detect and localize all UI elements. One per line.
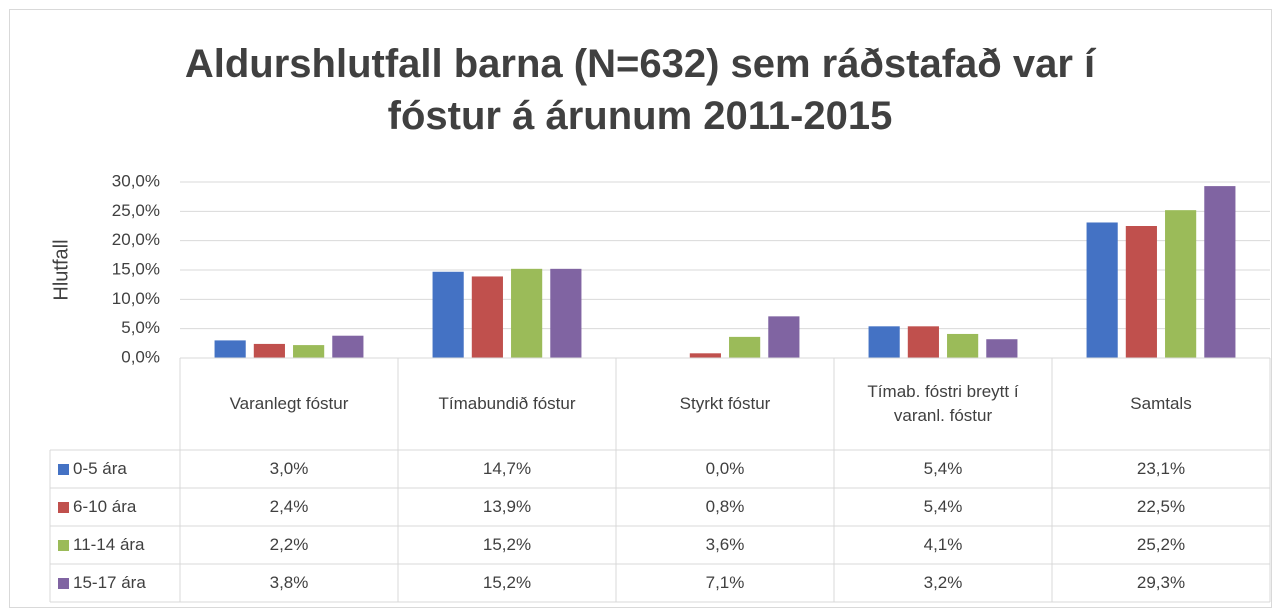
table-value: 15,2%: [482, 535, 532, 554]
table-value: 0,0%: [705, 459, 745, 478]
legend-label: 11-14 ára: [73, 535, 145, 554]
y-tick-label: 5,0%: [121, 318, 160, 337]
legend-label: 6-10 ára: [73, 497, 137, 516]
bar: [214, 340, 246, 358]
legend-entry: 6-10 ára: [50, 488, 180, 526]
bar: [293, 345, 325, 358]
table-value: 25,2%: [1136, 535, 1186, 554]
y-axis-label: Hlutfall: [50, 239, 72, 300]
table-value: 29,3%: [1136, 573, 1186, 592]
bar: [253, 343, 285, 358]
category-label: Varanlegt fóstur: [229, 394, 349, 413]
legend-entry: 0-5 ára: [50, 450, 180, 488]
bar: [432, 271, 464, 358]
table-value: 3,6%: [705, 535, 745, 554]
y-tick-label: 30,0%: [112, 171, 160, 190]
legend-entry: 15-17 ára: [50, 564, 180, 602]
bar: [868, 326, 900, 358]
bar: [1165, 210, 1197, 358]
bar: [689, 353, 721, 358]
legend-key: [58, 501, 69, 513]
table-value: 0,8%: [705, 497, 745, 516]
table-value: 4,1%: [923, 535, 963, 554]
legend-label: 0-5 ára: [73, 459, 127, 478]
legend-entry: 11-14 ára: [50, 526, 180, 564]
bar: [768, 316, 800, 358]
legend-label: 15-17 ára: [73, 573, 146, 592]
bar: [550, 268, 582, 358]
table-value: 3,0%: [269, 459, 309, 478]
category-label: Tímab. fóstri breytt í varanl. fóstur: [867, 382, 1019, 425]
chart-border: [9, 9, 1272, 608]
category-label: Samtals: [1130, 394, 1192, 413]
table-value: 15,2%: [482, 573, 532, 592]
y-tick-label: 0,0%: [121, 347, 160, 366]
y-tick-label: 10,0%: [112, 289, 160, 308]
category-label: Tímabundið fóstur: [438, 394, 576, 413]
table-value: 23,1%: [1136, 459, 1186, 478]
y-tick-label: 25,0%: [112, 201, 160, 220]
bar: [986, 339, 1018, 358]
table-value: 2,2%: [269, 535, 309, 554]
table-value: 5,4%: [923, 497, 963, 516]
bar: [947, 333, 979, 358]
y-tick-label: 20,0%: [112, 230, 160, 249]
bar: [907, 326, 939, 358]
category-label: Styrkt fóstur: [679, 394, 771, 413]
bar: [1086, 222, 1118, 358]
legend-key: [58, 463, 69, 475]
table-value: 5,4%: [923, 459, 963, 478]
bar: [1204, 186, 1236, 358]
table-value: 14,7%: [482, 459, 532, 478]
bar: [332, 335, 364, 358]
bar: [1125, 226, 1157, 358]
bar: [471, 276, 503, 358]
bar: [729, 336, 761, 358]
table-value: 3,2%: [923, 573, 963, 592]
table-value: 22,5%: [1136, 497, 1186, 516]
table-value: 3,8%: [269, 573, 309, 592]
table-value: 7,1%: [705, 573, 745, 592]
table-value: 13,9%: [482, 497, 532, 516]
y-tick-label: 15,0%: [112, 259, 160, 278]
legend-key: [58, 577, 69, 589]
legend-key: [58, 539, 69, 551]
chart-title: Aldurshlutfall barna (N=632) sem ráðstaf…: [184, 42, 1096, 138]
bar: [511, 268, 543, 358]
table-value: 2,4%: [269, 497, 309, 516]
